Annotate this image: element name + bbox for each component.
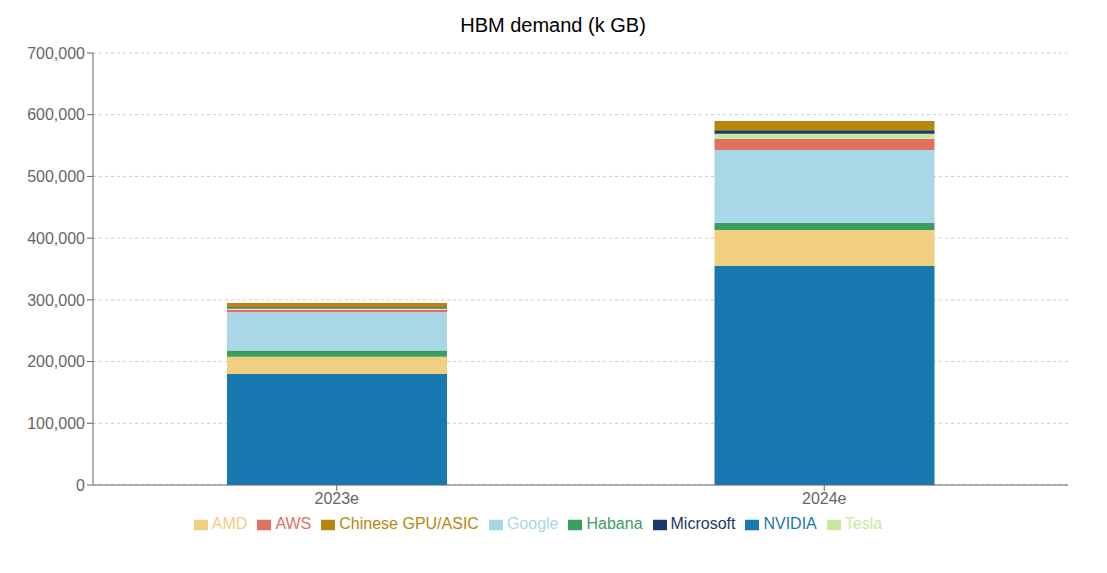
html-text:Tesla: Tesla bbox=[844, 515, 883, 532]
svg-text:600,000: 600,000 bbox=[27, 106, 85, 123]
html-text:HBM demand (k GB): HBM demand (k GB) bbox=[460, 14, 646, 36]
svg-text:300,000: 300,000 bbox=[27, 292, 85, 309]
svg-text:0: 0 bbox=[76, 477, 85, 494]
html-text:NVIDIA: NVIDIA bbox=[763, 515, 817, 532]
svg-text:200,000: 200,000 bbox=[27, 353, 85, 370]
html-text:Habana: Habana bbox=[586, 515, 643, 532]
svg-text:100,000: 100,000 bbox=[27, 415, 85, 432]
svg-text:2024e: 2024e bbox=[802, 490, 847, 507]
html-text:Google: Google bbox=[506, 515, 559, 532]
html-text:Chinese GPU/ASIC: Chinese GPU/ASIC bbox=[339, 515, 479, 532]
html-text:AWS: AWS bbox=[275, 515, 312, 532]
svg-text:400,000: 400,000 bbox=[27, 230, 85, 247]
svg-text:500,000: 500,000 bbox=[27, 168, 85, 185]
svg-text:700,000: 700,000 bbox=[27, 45, 85, 62]
html-text:AMD: AMD bbox=[211, 515, 248, 532]
html-text:Microsoft: Microsoft bbox=[670, 515, 736, 532]
svg-text:2023e: 2023e bbox=[315, 490, 360, 507]
